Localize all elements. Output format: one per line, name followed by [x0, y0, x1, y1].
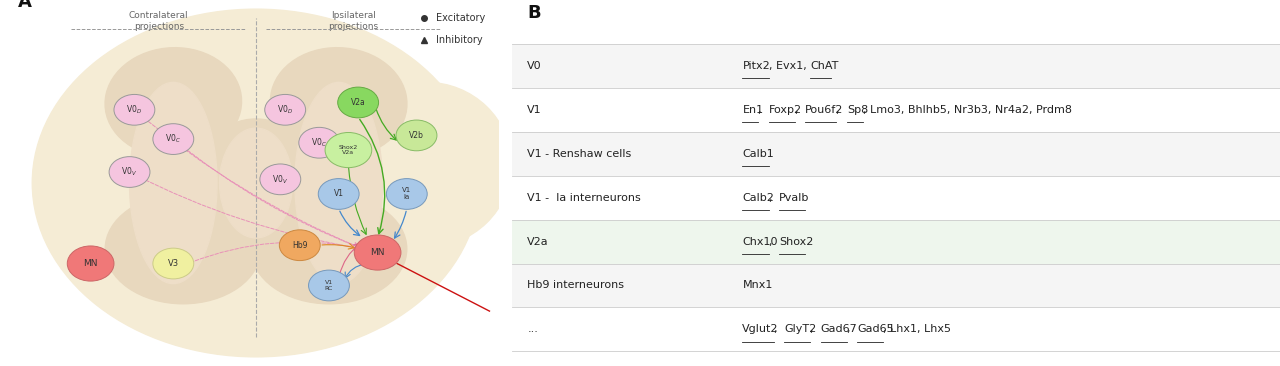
Text: Foxp2: Foxp2: [768, 105, 801, 115]
Text: ,: ,: [768, 193, 776, 203]
Circle shape: [308, 270, 349, 301]
Text: ,: ,: [810, 324, 818, 335]
Text: Gad67: Gad67: [820, 324, 858, 335]
Text: MN: MN: [370, 248, 385, 257]
Text: V2a: V2a: [527, 236, 549, 247]
Text: B: B: [527, 4, 541, 22]
Text: Excitatory: Excitatory: [436, 13, 485, 23]
Circle shape: [387, 179, 428, 209]
Text: Pvalb: Pvalb: [780, 193, 809, 203]
Circle shape: [265, 94, 306, 125]
Text: V0$_D$: V0$_D$: [127, 104, 142, 116]
Text: V1: V1: [527, 105, 541, 115]
Text: En1: En1: [742, 105, 764, 115]
Text: Hb9 interneurons: Hb9 interneurons: [527, 280, 625, 291]
Text: V2b: V2b: [410, 131, 424, 140]
Text: V2a: V2a: [351, 98, 366, 107]
FancyBboxPatch shape: [512, 307, 1280, 351]
FancyBboxPatch shape: [512, 220, 1280, 264]
Text: , Evx1,: , Evx1,: [768, 61, 810, 71]
Circle shape: [68, 246, 114, 281]
Text: V0$_V$: V0$_V$: [122, 166, 138, 178]
Text: Hb9: Hb9: [292, 241, 307, 250]
Text: V0$_D$: V0$_D$: [278, 104, 293, 116]
Circle shape: [325, 132, 371, 168]
Text: GlyT2: GlyT2: [785, 324, 817, 335]
Text: A: A: [18, 0, 32, 11]
Text: Mnx1: Mnx1: [742, 280, 773, 291]
FancyBboxPatch shape: [512, 176, 1280, 220]
Ellipse shape: [342, 82, 512, 247]
Text: Pitx2: Pitx2: [742, 61, 771, 71]
Text: ,: ,: [758, 105, 765, 115]
Text: V1
RC: V1 RC: [325, 280, 333, 291]
Text: V1 -  Ia interneurons: V1 - Ia interneurons: [527, 193, 641, 203]
Text: Contralateral
projections: Contralateral projections: [129, 11, 188, 31]
Ellipse shape: [129, 82, 218, 284]
Ellipse shape: [294, 82, 383, 284]
Text: Calb1: Calb1: [742, 149, 774, 159]
Circle shape: [319, 179, 360, 209]
Text: Calb2: Calb2: [742, 193, 774, 203]
Text: V0$_C$: V0$_C$: [165, 133, 182, 145]
Text: Ipsilateral
projections: Ipsilateral projections: [328, 11, 379, 31]
Text: ,: ,: [795, 105, 801, 115]
Circle shape: [396, 120, 436, 151]
Text: ,: ,: [847, 324, 854, 335]
Text: Gad65: Gad65: [858, 324, 893, 335]
Circle shape: [298, 127, 339, 158]
Text: MN: MN: [83, 259, 97, 268]
Text: V0$_V$: V0$_V$: [273, 173, 288, 186]
Text: V1
Ia: V1 Ia: [402, 187, 411, 201]
Circle shape: [338, 87, 379, 118]
Text: ,: ,: [773, 324, 781, 335]
Text: V0$_C$: V0$_C$: [311, 137, 328, 149]
Text: ,: ,: [768, 236, 776, 247]
FancyBboxPatch shape: [512, 88, 1280, 132]
Ellipse shape: [32, 9, 480, 357]
Text: Vglut2: Vglut2: [742, 324, 780, 335]
Text: ChAT: ChAT: [810, 61, 838, 71]
Text: V0: V0: [527, 61, 541, 71]
Circle shape: [114, 94, 155, 125]
Ellipse shape: [251, 194, 407, 304]
FancyBboxPatch shape: [512, 44, 1280, 88]
Circle shape: [279, 230, 320, 261]
Circle shape: [260, 164, 301, 195]
Text: Sp8: Sp8: [847, 105, 868, 115]
Circle shape: [152, 124, 193, 154]
Text: , Lmo3, Bhlhb5, Nr3b3, Nr4a2, Prdm8: , Lmo3, Bhlhb5, Nr3b3, Nr4a2, Prdm8: [863, 105, 1071, 115]
Ellipse shape: [220, 128, 293, 238]
Text: Pou6f2: Pou6f2: [805, 105, 844, 115]
Ellipse shape: [270, 48, 407, 157]
Circle shape: [109, 157, 150, 187]
Ellipse shape: [105, 48, 242, 157]
Circle shape: [355, 235, 401, 270]
Text: Shox2: Shox2: [780, 236, 813, 247]
Text: ,: ,: [836, 105, 844, 115]
Text: Shox2
V2a: Shox2 V2a: [339, 145, 358, 156]
Text: V3: V3: [168, 259, 179, 268]
Ellipse shape: [105, 194, 261, 304]
FancyBboxPatch shape: [512, 132, 1280, 176]
FancyBboxPatch shape: [512, 264, 1280, 307]
Ellipse shape: [196, 119, 317, 247]
Text: V1: V1: [334, 190, 344, 198]
Text: Inhibitory: Inhibitory: [436, 35, 483, 45]
Text: Chx10: Chx10: [742, 236, 778, 247]
Circle shape: [152, 248, 193, 279]
Text: V1 - Renshaw cells: V1 - Renshaw cells: [527, 149, 631, 159]
Text: ...: ...: [527, 324, 538, 335]
Text: , Lhx1, Lhx5: , Lhx1, Lhx5: [883, 324, 951, 335]
